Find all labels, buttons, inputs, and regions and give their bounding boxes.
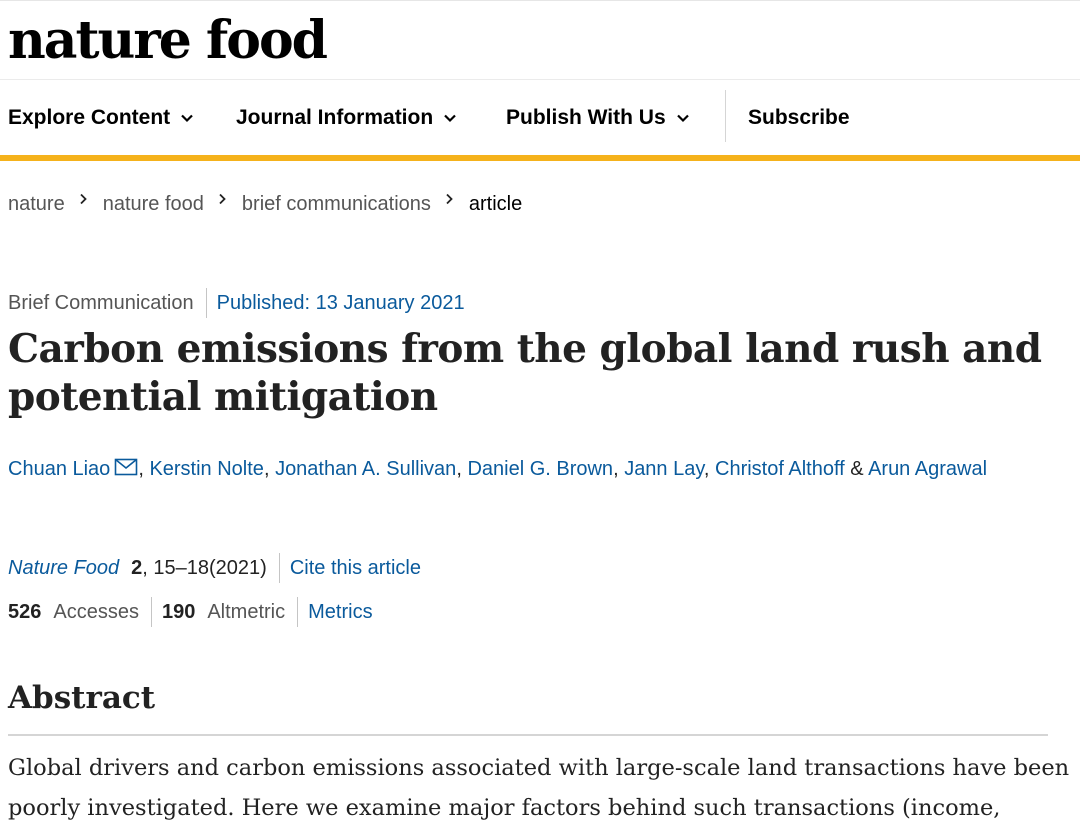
author-link[interactable]: Kerstin Nolte xyxy=(149,458,264,480)
abstract-text: Global drivers and carbon emissions asso… xyxy=(8,755,1070,821)
nav-journal-information[interactable]: Journal Information xyxy=(236,80,457,156)
author-link[interactable]: Jonathan A. Sullivan xyxy=(275,458,457,480)
altmetric-label: Altmetric xyxy=(207,600,286,623)
author-separator: , xyxy=(263,458,276,480)
chevron-down-icon xyxy=(676,114,689,123)
author-separator: , xyxy=(456,458,468,480)
header-divider xyxy=(0,79,1080,80)
article-type: Brief Communication xyxy=(8,291,194,314)
abstract-divider xyxy=(8,734,1048,736)
subscribe-link[interactable]: Subscribe xyxy=(748,106,850,129)
mail-icon[interactable] xyxy=(114,458,138,476)
metrics-divider xyxy=(150,597,152,627)
author-separator: , xyxy=(613,458,625,480)
main-nav: Explore Content Journal Information Publ… xyxy=(0,80,1080,156)
chevron-down-icon xyxy=(181,114,193,123)
citation-divider xyxy=(278,553,280,583)
nav-accent-bar xyxy=(0,155,1080,161)
breadcrumb-item-brief-communications[interactable]: brief communications xyxy=(241,192,431,215)
nav-explore-content[interactable]: Explore Content xyxy=(8,80,194,156)
nav-publish-with-us-label: Publish With Us xyxy=(506,106,666,129)
accesses-label: Accesses xyxy=(53,600,139,623)
author-separator: , xyxy=(703,458,715,480)
author-link[interactable]: Arun Agrawal xyxy=(868,458,988,480)
author-link[interactable]: Christof Althoff xyxy=(715,458,845,480)
nav-explore-content-label: Explore Content xyxy=(8,106,171,129)
journal-volume: 2 xyxy=(131,556,143,579)
author-link[interactable]: Jann Lay xyxy=(624,458,704,480)
nav-journal-information-label: Journal Information xyxy=(236,106,434,129)
site-logo[interactable]: nature food xyxy=(8,10,328,71)
chevron-right-icon xyxy=(80,193,87,205)
top-border xyxy=(0,0,1080,1)
metrics-row: 526 Accesses 190 Altmetric Metrics xyxy=(8,595,373,629)
metrics-divider xyxy=(297,597,299,627)
author-link[interactable]: Chuan Liao xyxy=(8,458,111,480)
breadcrumb-current: article xyxy=(468,192,523,215)
altmetric-count: 190 xyxy=(161,600,196,623)
citation-row: Nature Food 2 , 15–18(2021) Cite this ar… xyxy=(8,551,421,585)
author-separator: & xyxy=(844,458,869,480)
chevron-right-icon xyxy=(219,193,226,205)
journal-pages: , 15–18(2021) xyxy=(142,556,267,579)
nav-publish-with-us[interactable]: Publish With Us xyxy=(506,80,690,156)
cite-this-article-link[interactable]: Cite this article xyxy=(289,556,421,579)
accesses-count: 526 xyxy=(8,600,42,623)
author-list: Chuan Liao, Kerstin Nolte, Jonathan A. S… xyxy=(8,450,1048,488)
chevron-right-icon xyxy=(446,193,453,205)
meta-divider xyxy=(205,288,207,318)
article-title: Carbon emissions from the global land ru… xyxy=(8,326,1042,420)
published-date: Published: 13 January 2021 xyxy=(216,291,465,314)
abstract-heading: Abstract xyxy=(8,680,156,716)
breadcrumb-item-nature-food[interactable]: nature food xyxy=(102,192,204,215)
author-separator: , xyxy=(138,458,150,480)
breadcrumb-item-nature[interactable]: nature xyxy=(8,192,65,215)
chevron-down-icon xyxy=(444,114,456,123)
journal-name[interactable]: Nature Food xyxy=(8,556,120,579)
nav-divider xyxy=(725,90,726,142)
article-meta: Brief Communication Published: 13 Januar… xyxy=(8,288,465,318)
metrics-link[interactable]: Metrics xyxy=(308,600,373,623)
author-link[interactable]: Daniel G. Brown xyxy=(467,458,614,480)
breadcrumb: nature nature food brief communications … xyxy=(8,186,522,222)
